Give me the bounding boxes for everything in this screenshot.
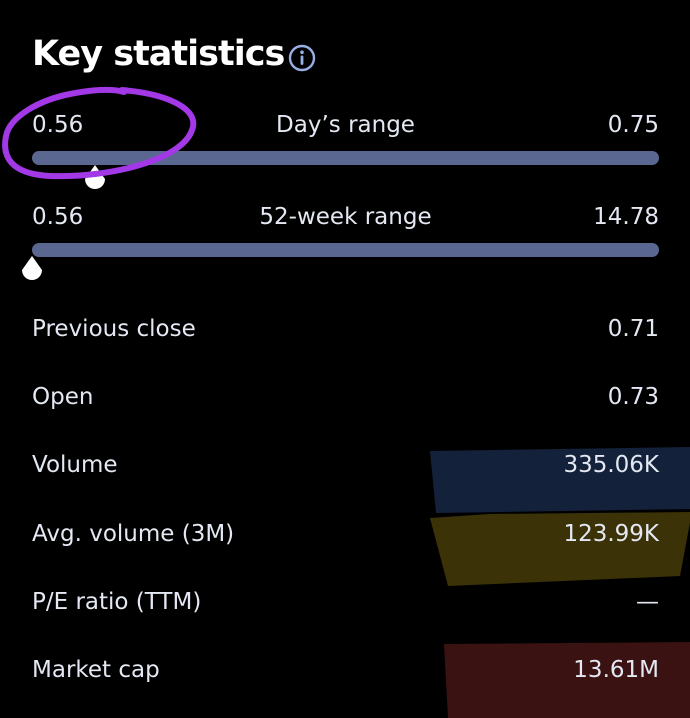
stat-row-avg-volume: Avg. volume (3M) 123.99K bbox=[32, 521, 659, 561]
stat-name: Open bbox=[32, 384, 94, 410]
stat-row-previous-close: Previous close 0.71 bbox=[32, 316, 659, 356]
avg-volume-highlight bbox=[430, 512, 690, 586]
stat-name: Volume bbox=[32, 452, 118, 478]
stat-name: Previous close bbox=[32, 316, 196, 342]
stat-value: 13.61M bbox=[573, 657, 659, 683]
week52-range-row: 0.56 52-week range 14.78 bbox=[32, 204, 659, 236]
stat-row-market-cap: Market cap 13.61M bbox=[32, 657, 659, 697]
stat-row-pe-ratio: P/E ratio (TTM) — bbox=[32, 589, 659, 629]
week52-range-high: 14.78 bbox=[593, 204, 659, 230]
stat-value: — bbox=[636, 589, 659, 615]
stat-name: Avg. volume (3M) bbox=[32, 521, 235, 547]
info-circle-icon[interactable] bbox=[288, 44, 316, 72]
volume-highlight bbox=[430, 447, 690, 513]
stat-name: P/E ratio (TTM) bbox=[32, 589, 202, 615]
stat-value: 123.99K bbox=[563, 521, 659, 547]
days-range-label: Day’s range bbox=[276, 112, 415, 138]
days-range-marker bbox=[84, 165, 105, 189]
week52-range-marker bbox=[22, 256, 42, 280]
days-range-high: 0.75 bbox=[607, 112, 659, 138]
market-cap-highlight bbox=[444, 642, 690, 718]
days-range-row: 0.56 Day’s range 0.75 bbox=[32, 112, 659, 144]
stat-value: 335.06K bbox=[563, 452, 659, 478]
page-title: Key statistics bbox=[32, 34, 285, 74]
stat-row-volume: Volume 335.06K bbox=[32, 452, 659, 492]
stat-value: 0.71 bbox=[607, 316, 659, 342]
stat-value: 0.73 bbox=[607, 384, 659, 410]
week52-range-low: 0.56 bbox=[32, 204, 84, 230]
days-range-track bbox=[32, 151, 659, 165]
week52-range-label: 52-week range bbox=[259, 204, 432, 230]
week52-range-track bbox=[32, 243, 659, 257]
stat-name: Market cap bbox=[32, 657, 160, 683]
stat-row-open: Open 0.73 bbox=[32, 384, 659, 424]
